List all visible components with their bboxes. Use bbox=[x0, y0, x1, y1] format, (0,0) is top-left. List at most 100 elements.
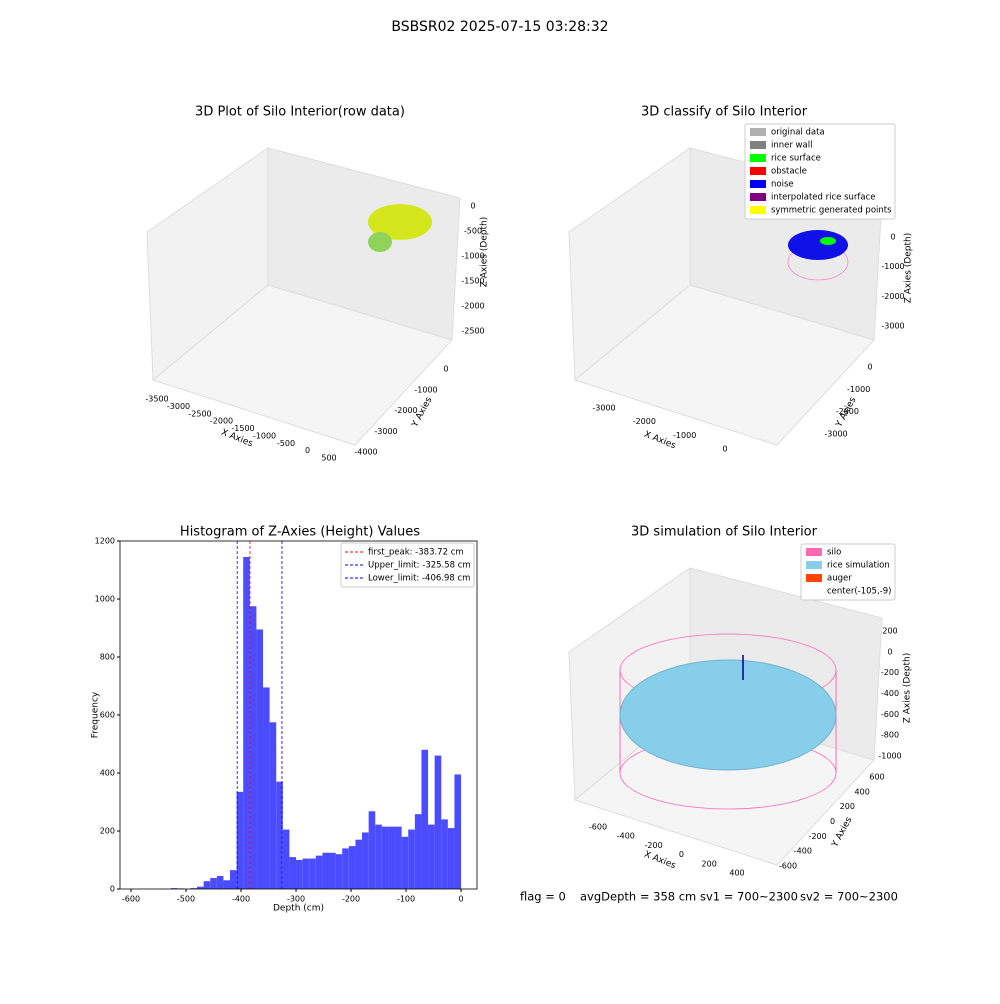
bar bbox=[401, 836, 409, 889]
x-tick-label: -300 bbox=[287, 895, 305, 904]
y-tick-label: -3000 bbox=[374, 427, 397, 436]
z-tick-label: -2000 bbox=[461, 302, 484, 311]
bar bbox=[414, 814, 422, 889]
y-tick-label: 0 bbox=[110, 885, 115, 894]
y-tick-label: -400 bbox=[794, 847, 812, 856]
z-tick-label: -1000 bbox=[881, 262, 904, 271]
x-tick-label: -500 bbox=[277, 439, 295, 448]
z-axis-label: Z Axies (Depth) bbox=[904, 233, 914, 304]
legend-swatch bbox=[750, 193, 766, 201]
point-cloud bbox=[368, 232, 392, 252]
z-tick-label: -2000 bbox=[881, 292, 904, 301]
figure-title: BSBSR02 2025-07-15 03:28:32 bbox=[391, 19, 608, 35]
bar bbox=[170, 888, 178, 889]
point-cloud bbox=[820, 237, 836, 245]
bar bbox=[256, 629, 264, 889]
footer-text: sv1 = 700~2300 bbox=[700, 890, 798, 904]
bar bbox=[441, 819, 448, 889]
panel-title: 3D classify of Silo Interior bbox=[641, 105, 808, 120]
bar bbox=[203, 881, 211, 889]
chart-title: Histogram of Z-Axies (Height) Values bbox=[180, 525, 420, 540]
legend-swatch bbox=[750, 206, 766, 214]
bar bbox=[335, 854, 343, 889]
bar bbox=[302, 858, 310, 889]
y-tick-label: 600 bbox=[869, 773, 884, 782]
panel-title: 3D Plot of Silo Interior(row data) bbox=[195, 105, 405, 120]
panel-title: 3D simulation of Silo Interior bbox=[631, 525, 818, 540]
z-axis-label: Z Axies (Depth) bbox=[903, 653, 913, 724]
point-cloud bbox=[788, 230, 848, 260]
legend-label: obstacle bbox=[771, 167, 807, 177]
x-axis-label: Depth (cm) bbox=[273, 904, 324, 914]
legend-swatch bbox=[750, 128, 766, 136]
y-axis-label: Frequency bbox=[91, 691, 101, 738]
bar bbox=[282, 829, 290, 889]
x-tick-label: -600 bbox=[589, 823, 607, 832]
legend-label: auger bbox=[827, 574, 852, 584]
z-tick-label: -1500 bbox=[461, 277, 484, 286]
bar bbox=[322, 852, 330, 889]
x-tick-label: 500 bbox=[321, 454, 336, 463]
bar bbox=[296, 860, 303, 889]
x-tick-label: -200 bbox=[342, 895, 360, 904]
legend-label: symmetric generated points bbox=[771, 206, 892, 216]
z-tick-label: 200 bbox=[882, 627, 897, 636]
legend-box bbox=[340, 542, 475, 588]
y-tick-label: 400 bbox=[855, 787, 870, 796]
z-tick-label: -1000 bbox=[878, 752, 901, 761]
bar bbox=[263, 687, 270, 889]
y-tick-label: 1200 bbox=[95, 537, 115, 546]
legend-label: rice surface bbox=[771, 154, 821, 164]
y-tick-label: -3000 bbox=[824, 430, 847, 439]
rice-surface bbox=[619, 659, 837, 771]
x-tick-label: -1000 bbox=[673, 431, 696, 440]
y-tick-label: -2000 bbox=[836, 407, 859, 416]
legend-swatch bbox=[750, 180, 766, 188]
bar bbox=[362, 832, 369, 889]
bar bbox=[223, 880, 231, 889]
x-tick-label: -500 bbox=[177, 895, 195, 904]
bar bbox=[434, 755, 442, 889]
x-tick-label: 400 bbox=[729, 869, 744, 878]
y-tick-label: -4000 bbox=[354, 448, 377, 457]
y-tick-label: 1000 bbox=[95, 595, 115, 604]
z-tick-label: -3000 bbox=[881, 322, 904, 331]
bar bbox=[348, 846, 356, 889]
bar bbox=[381, 826, 389, 889]
y-tick-label: 200 bbox=[100, 827, 115, 836]
legend-swatch bbox=[806, 574, 822, 582]
legend-box bbox=[744, 123, 896, 220]
z-tick-label: -800 bbox=[881, 731, 899, 740]
legend-swatch bbox=[806, 548, 822, 556]
bar bbox=[454, 774, 462, 889]
y-tick-label: -1000 bbox=[414, 385, 437, 394]
x-tick-label: 0 bbox=[459, 895, 464, 904]
y-tick-label: 200 bbox=[840, 802, 855, 811]
legend-swatch bbox=[806, 587, 822, 595]
axis-pane bbox=[573, 284, 875, 446]
bar bbox=[210, 877, 217, 889]
legend-label: rice simulation bbox=[827, 561, 890, 571]
bar bbox=[309, 858, 316, 889]
legend-label: inner wall bbox=[771, 141, 812, 151]
bar bbox=[190, 888, 198, 889]
bar bbox=[249, 606, 257, 889]
x-tick-label: -3000 bbox=[167, 402, 190, 411]
legend-swatch bbox=[750, 154, 766, 162]
z-axis-label: Z Axies (Depth) bbox=[480, 217, 490, 288]
x-tick-label: -1500 bbox=[231, 424, 254, 433]
bar bbox=[236, 791, 244, 889]
legend-label: first_peak: -383.72 cm bbox=[368, 548, 464, 558]
legend-label: original data bbox=[771, 128, 825, 138]
x-tick-label: -600 bbox=[122, 895, 140, 904]
z-tick-label: -200 bbox=[881, 668, 899, 677]
legend-label: interpolated rice surface bbox=[771, 193, 876, 203]
x-tick-label: 0 bbox=[722, 445, 727, 454]
y-tick-label: 800 bbox=[100, 653, 115, 662]
y-tick-label: 600 bbox=[100, 711, 115, 720]
bar bbox=[342, 848, 349, 889]
y-tick-label: -1000 bbox=[847, 385, 870, 394]
bar bbox=[269, 722, 277, 889]
bar bbox=[329, 852, 336, 889]
legend-label: Upper_limit: -325.58 cm bbox=[368, 561, 471, 571]
